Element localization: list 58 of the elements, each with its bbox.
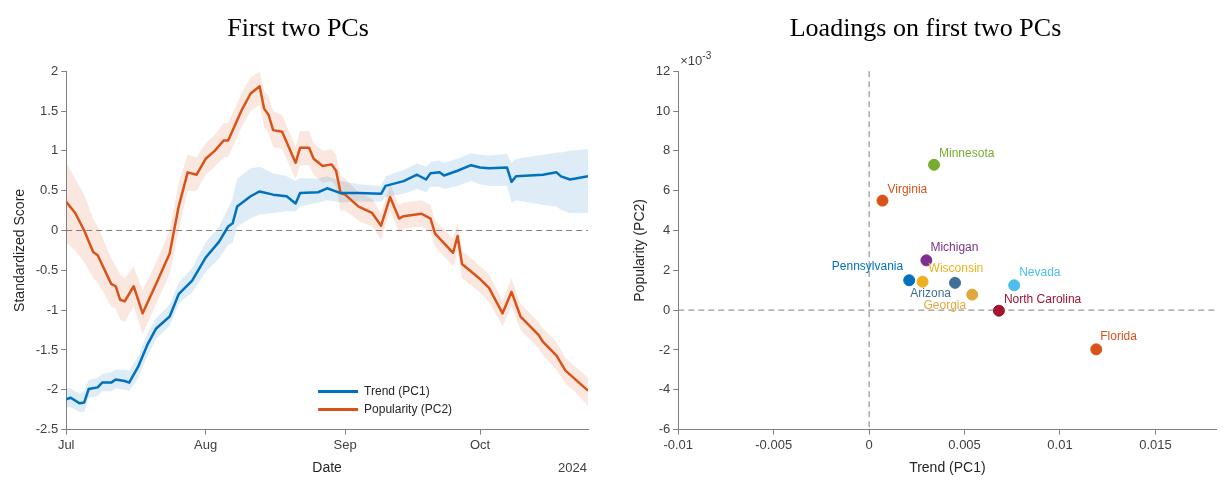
legend-label: Trend (PC1) xyxy=(364,383,430,398)
x-tick-label: 0.015 xyxy=(1139,436,1172,452)
point xyxy=(928,158,941,171)
y-tick-label: -2.5 xyxy=(35,421,59,437)
series-label: Georgia xyxy=(923,297,967,312)
y-tick-label: 0.5 xyxy=(40,182,59,198)
series-label: Virginia xyxy=(887,181,928,196)
y-axis-title: Standardized Score xyxy=(11,188,28,312)
point xyxy=(992,304,1005,317)
x-tick-label: 0.005 xyxy=(948,436,981,452)
y-tick-label: 0 xyxy=(663,301,671,317)
chart-title: First two PCs xyxy=(227,13,369,43)
series-label: Arizona xyxy=(910,285,952,300)
y-tick-label: -4 xyxy=(658,381,671,397)
x-tick-label: 0 xyxy=(865,436,873,452)
point xyxy=(916,275,929,288)
y-tick-label: 8 xyxy=(663,142,671,158)
x-tick-label: 0.01 xyxy=(1047,436,1073,452)
y-tick-label: -0.5 xyxy=(35,261,59,277)
chart-title: Loadings on first two PCs xyxy=(789,13,1062,43)
y-tick-label: -2 xyxy=(658,341,671,357)
series-label: North Carolina xyxy=(1003,291,1082,306)
x-tick-label: -0.005 xyxy=(755,436,793,452)
x-tick-label: Sep xyxy=(333,436,357,452)
x-axis-title: Date xyxy=(312,459,343,476)
x-tick-label: Oct xyxy=(469,436,491,452)
point xyxy=(876,194,889,207)
y-tick-label: 2 xyxy=(663,261,671,277)
point xyxy=(966,288,979,301)
point xyxy=(903,274,916,287)
y-tick-label: 6 xyxy=(663,182,671,198)
point xyxy=(1008,279,1021,292)
series-label: Florida xyxy=(1100,329,1138,344)
y-tick-label: 1.5 xyxy=(40,102,59,118)
x-tick-label: Aug xyxy=(194,436,218,452)
y-axis-title: Popularity (PC2) xyxy=(631,199,648,302)
x-tick-label: Jul xyxy=(57,436,75,452)
series-label: Minnesota xyxy=(939,145,995,160)
series-label: Michigan xyxy=(930,240,979,255)
y-tick-label: -2 xyxy=(46,381,59,397)
y-tick-label: 4 xyxy=(663,222,671,238)
y-tick-label: -6 xyxy=(658,421,671,437)
x-tick-label: -0.01 xyxy=(663,436,694,452)
y-tick-label: 1 xyxy=(50,142,59,158)
y-tick-label: -1 xyxy=(46,301,59,317)
y-tick-label: 10 xyxy=(655,102,671,118)
y-tick-label: 12 xyxy=(655,62,671,78)
series-label: Pennsylvania xyxy=(831,259,904,274)
x-axis-title: Trend (PC1) xyxy=(909,459,986,476)
point xyxy=(1090,343,1103,356)
y-tick-label: 2 xyxy=(50,62,59,78)
series-label: Nevada xyxy=(1019,265,1061,280)
legend-label: Popularity (PC2) xyxy=(364,401,453,416)
point xyxy=(949,276,962,289)
y-tick-label: -1.5 xyxy=(35,341,59,357)
series-label: Wisconsin xyxy=(928,260,984,275)
y-tick-label: 0 xyxy=(50,222,59,238)
text: 2024 xyxy=(558,459,587,475)
